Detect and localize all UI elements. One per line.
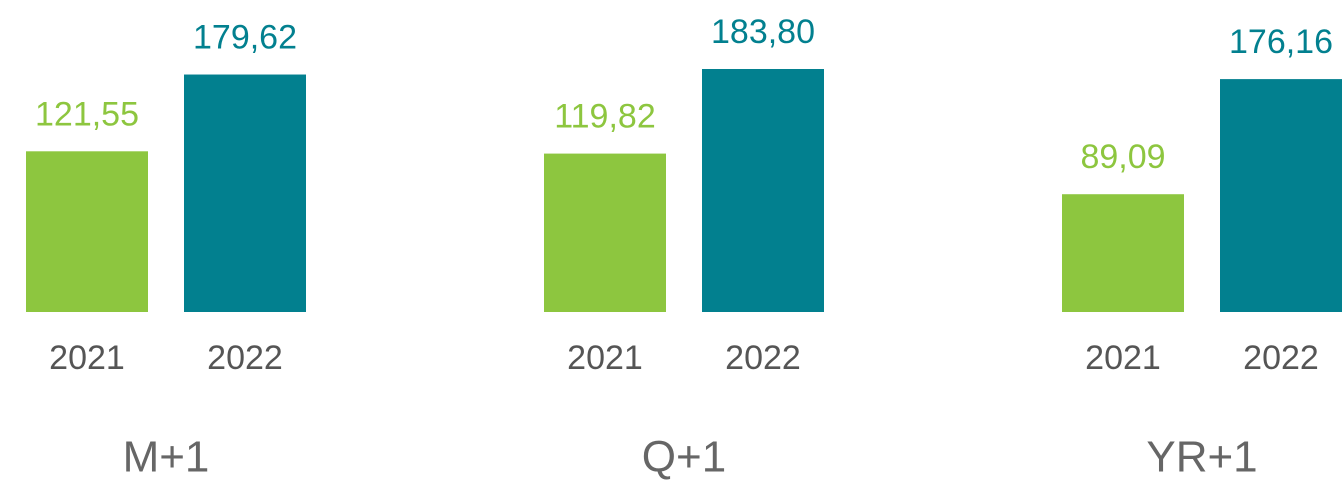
- bar: [1220, 79, 1342, 312]
- value-label: 121,55: [35, 95, 139, 133]
- bar: [184, 74, 306, 312]
- value-label: 183,80: [711, 13, 815, 51]
- category-label: 2022: [207, 339, 283, 377]
- bar: [1062, 194, 1184, 312]
- value-label: 179,62: [193, 19, 297, 57]
- category-label: 2021: [49, 339, 125, 377]
- bar: [26, 151, 148, 312]
- chart-title: Q+1: [642, 433, 726, 482]
- category-label: 2021: [1085, 339, 1161, 377]
- chart-title: M+1: [123, 433, 210, 482]
- bar: [544, 153, 666, 312]
- value-label: 176,16: [1229, 23, 1333, 61]
- category-label: 2021: [567, 339, 643, 377]
- value-label: 89,09: [1080, 138, 1165, 176]
- chart-title: YR+1: [1146, 433, 1257, 482]
- value-label: 119,82: [554, 98, 655, 136]
- category-label: 2022: [1243, 339, 1319, 377]
- category-label: 2022: [725, 339, 801, 377]
- bar: [702, 69, 824, 312]
